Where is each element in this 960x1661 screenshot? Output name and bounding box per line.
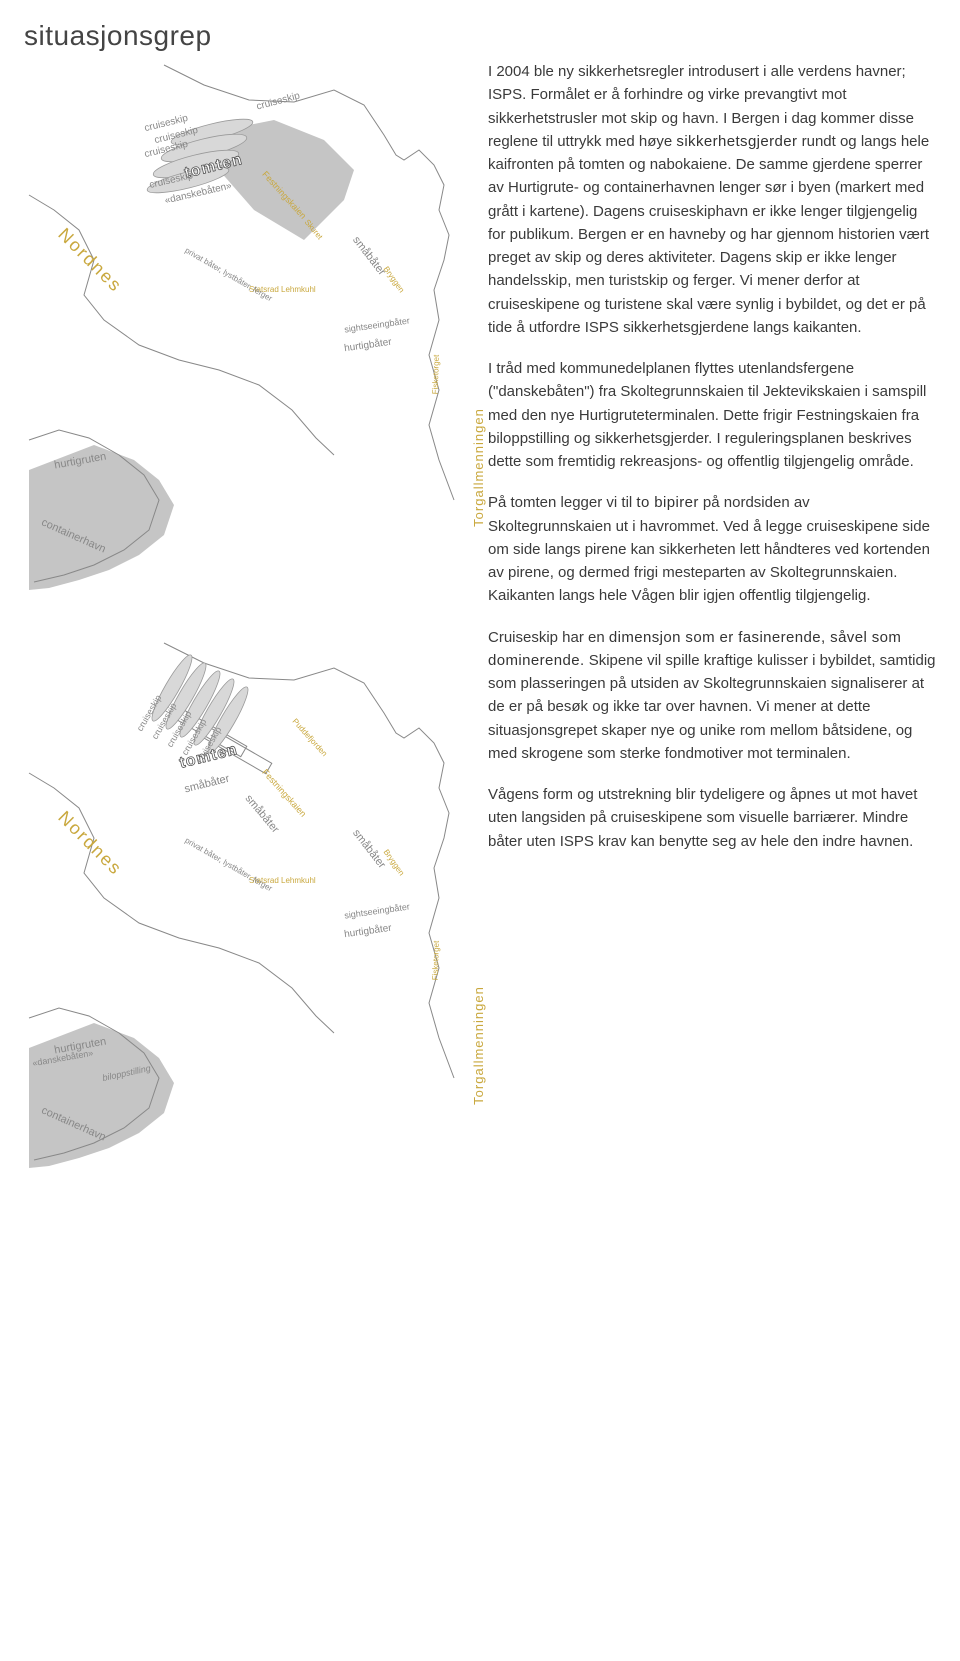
paragraph-3: På tomten legger vi til to bipirer på no… [488,491,936,607]
p3-emph: to bipirer [636,494,698,511]
map-current: Nordnes tomten cruiseskip cruiseskip cru… [24,60,464,610]
map-proposed: Nordnes tomten cruiseskip cruiseskip cru… [24,638,464,1188]
lbl-torg-2: Torgallmenningen [471,986,486,1105]
closed-area-fill [29,445,174,590]
closed-area-fill-2 [29,1023,174,1168]
map-proposed-svg [24,638,464,1188]
map-current-svg [24,60,464,610]
p4a: Cruiseskip har en [488,629,609,646]
p1b: rundt og langs hele kaifronten på tomten… [488,133,929,336]
paragraph-1: I 2004 ble ny sikkerhetsregler introduse… [488,60,936,339]
p3a: På tomten legger vi til [488,494,636,511]
paragraph-4: Cruiseskip har en dimensjon som er fasin… [488,626,936,766]
two-column-layout: Nordnes tomten cruiseskip cruiseskip cru… [24,60,936,1188]
maps-column: Nordnes tomten cruiseskip cruiseskip cru… [24,60,464,1188]
page-title: situasjonsgrep [24,20,936,52]
text-column: I 2004 ble ny sikkerhetsregler introduse… [488,60,936,1188]
paragraph-5: Vågens form og utstrekning blir tydelige… [488,783,936,853]
paragraph-2: I tråd med kommunedelplanen flyttes uten… [488,357,936,473]
p1-emph: sikkerhetsgjerder [676,133,797,150]
lbl-torg: Torgallmenningen [471,408,486,527]
